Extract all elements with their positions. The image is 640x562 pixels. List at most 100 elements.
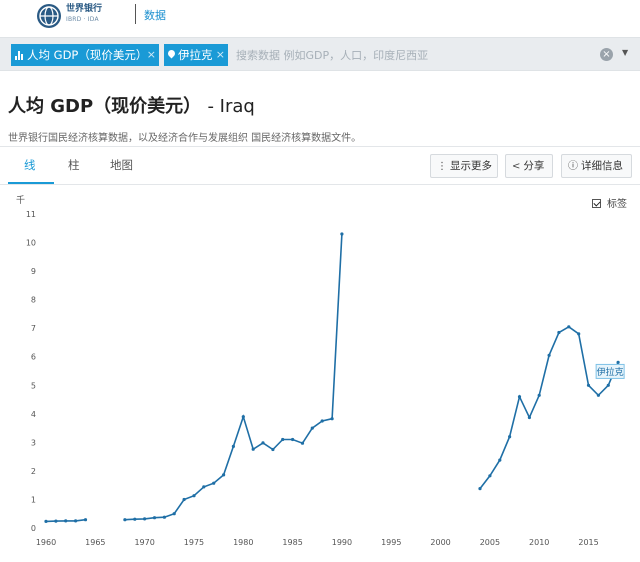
tab-map[interactable]: 地图 xyxy=(110,158,133,172)
top-header: 世界银行 IBRD · IDA 数据 xyxy=(0,0,640,32)
data-point xyxy=(133,517,137,521)
world-bank-logo-icon[interactable] xyxy=(36,3,62,29)
y-tick-label: 4 xyxy=(31,410,36,419)
data-point xyxy=(291,437,295,442)
label-checkbox[interactable] xyxy=(592,199,601,208)
data-point xyxy=(567,325,571,329)
data-point xyxy=(152,516,157,520)
y-tick-label: 2 xyxy=(31,467,36,476)
more-vertical-icon: ⋮ xyxy=(437,161,447,172)
clear-search-icon[interactable]: × xyxy=(600,48,613,61)
data-point xyxy=(300,441,305,445)
details-button[interactable]: ⓘ 详细信息 xyxy=(561,154,632,178)
x-tick-label: 2005 xyxy=(480,538,500,547)
data-point xyxy=(251,447,255,451)
data-point xyxy=(557,330,561,335)
x-tick-label: 1975 xyxy=(184,538,204,547)
active-tab-indicator xyxy=(8,182,54,184)
logo-subtext: IBRD · IDA xyxy=(66,16,99,23)
indicator-chip-label: 人均 GDP（现价美元） xyxy=(27,48,148,62)
data-point xyxy=(202,485,206,489)
data-point xyxy=(310,426,314,430)
data-point xyxy=(330,417,334,421)
data-point xyxy=(64,519,68,523)
y-tick-label: 10 xyxy=(26,239,36,248)
x-tick-label: 2015 xyxy=(578,538,598,547)
data-point xyxy=(271,447,275,452)
y-tick-label: 11 xyxy=(26,210,36,219)
country-title: - Iraq xyxy=(207,96,255,117)
bar-chart-icon xyxy=(15,51,24,60)
source-subtitle: 世界银行国民经济核算数据，以及经济合作与发展组织 国民经济核算数据文件。 xyxy=(8,133,362,144)
y-tick-label: 3 xyxy=(31,438,36,447)
x-tick-label: 1965 xyxy=(85,538,105,547)
label-toggle[interactable]: 标签 xyxy=(592,195,627,210)
data-point xyxy=(162,515,166,519)
data-point xyxy=(241,415,245,419)
series-line xyxy=(124,233,343,521)
data-point xyxy=(83,518,88,522)
share-label: 分享 xyxy=(523,160,545,172)
y-tick-label: 8 xyxy=(31,296,36,305)
x-tick-label: 1990 xyxy=(332,538,352,547)
data-point xyxy=(182,497,186,502)
tab-line[interactable]: 线 xyxy=(24,158,36,172)
data-point xyxy=(143,517,147,521)
indicator-title: 人均 GDP（现价美元） xyxy=(8,96,202,117)
show-more-label: 显示更多 xyxy=(450,160,492,172)
tab-bar[interactable]: 柱 xyxy=(68,158,80,172)
show-more-button[interactable]: ⋮ 显示更多 xyxy=(430,154,498,178)
y-tick-label: 9 xyxy=(31,267,36,276)
details-label: 详细信息 xyxy=(581,160,623,172)
label-toggle-text: 标签 xyxy=(607,199,627,210)
country-chip-label: 伊拉克 xyxy=(178,48,213,62)
data-point xyxy=(212,481,216,485)
data-point xyxy=(596,393,601,397)
chevron-down-icon[interactable]: ▼ xyxy=(622,48,629,57)
x-tick-label: 2010 xyxy=(529,538,549,547)
y-tick-label: 7 xyxy=(31,324,36,333)
data-point xyxy=(261,441,265,445)
page-title: 人均 GDP（现价美元） - Iraq xyxy=(8,92,255,118)
data-point xyxy=(281,437,285,442)
data-point xyxy=(44,519,48,524)
data-point xyxy=(508,435,512,439)
y-tick-label: 0 xyxy=(31,524,36,533)
data-point xyxy=(340,232,344,236)
data-point xyxy=(488,474,492,478)
data-point xyxy=(54,519,58,523)
indicator-chip-remove-icon[interactable]: × xyxy=(146,48,156,61)
logo-text: 世界银行 xyxy=(66,4,103,14)
data-point xyxy=(222,473,226,477)
x-tick-label: 2000 xyxy=(430,538,450,547)
header-divider xyxy=(135,4,136,24)
y-tick-label: 6 xyxy=(31,353,36,362)
series-label: 伊拉克 xyxy=(597,366,624,378)
data-point xyxy=(320,419,324,423)
share-icon: < xyxy=(512,161,521,172)
chart-panel: 线 柱 地图 ⋮ 显示更多 < 分享 ⓘ 详细信息 xyxy=(0,146,640,562)
data-point xyxy=(123,518,127,522)
indicator-chip[interactable]: 人均 GDP（现价美元） × xyxy=(11,44,159,66)
data-point xyxy=(192,494,196,498)
data-point xyxy=(577,332,581,336)
x-tick-label: 1985 xyxy=(282,538,302,547)
y-tick-label: 5 xyxy=(31,381,36,390)
data-point xyxy=(547,353,551,357)
data-point xyxy=(231,444,235,448)
country-chip[interactable]: 伊拉克 × xyxy=(164,44,228,66)
data-point xyxy=(478,487,482,491)
data-point xyxy=(586,383,591,387)
data-point xyxy=(606,383,610,387)
y-axis-unit-label: 千 xyxy=(16,196,26,206)
info-icon: ⓘ xyxy=(568,161,578,172)
x-tick-label: 1995 xyxy=(381,538,401,547)
nav-data-link[interactable]: 数据 xyxy=(144,9,166,22)
data-point xyxy=(498,458,502,462)
x-tick-label: 1960 xyxy=(36,538,56,547)
search-input[interactable]: 搜索数据 例如GDP，人口，印度尼西亚 xyxy=(236,49,429,62)
share-button[interactable]: < 分享 xyxy=(505,154,553,178)
country-chip-remove-icon[interactable]: × xyxy=(215,48,225,61)
data-point xyxy=(74,519,78,523)
